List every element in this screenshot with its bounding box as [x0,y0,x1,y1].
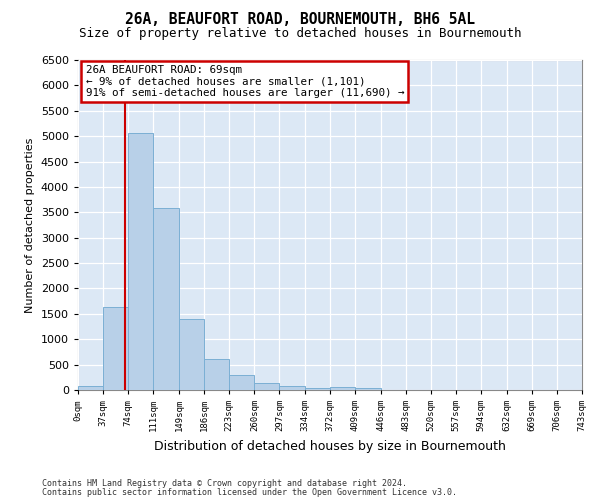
Bar [153,208,179,390]
Text: 26A BEAUFORT ROAD: 69sqm
← 9% of detached houses are smaller (1,101)
91% of semi: 26A BEAUFORT ROAD: 69sqm ← 9% of detache… [86,65,404,98]
X-axis label: Distribution of detached houses by size in Bournemouth: Distribution of detached houses by size … [154,440,506,452]
Bar [305,388,331,390]
Bar [254,382,280,390]
Bar [78,386,103,390]
Text: Size of property relative to detached houses in Bournemouth: Size of property relative to detached ho… [79,28,521,40]
Text: 26A, BEAUFORT ROAD, BOURNEMOUTH, BH6 5AL: 26A, BEAUFORT ROAD, BOURNEMOUTH, BH6 5AL [125,12,475,28]
Bar [280,386,305,390]
Bar [229,375,254,390]
Text: Contains public sector information licensed under the Open Government Licence v3: Contains public sector information licen… [42,488,457,497]
Text: Contains HM Land Registry data © Crown copyright and database right 2024.: Contains HM Land Registry data © Crown c… [42,479,407,488]
Bar [103,306,128,390]
Bar [128,132,153,390]
Y-axis label: Number of detached properties: Number of detached properties [25,138,35,312]
Bar [204,359,229,390]
Bar [331,387,355,390]
Bar [179,319,204,390]
Bar [355,388,380,390]
